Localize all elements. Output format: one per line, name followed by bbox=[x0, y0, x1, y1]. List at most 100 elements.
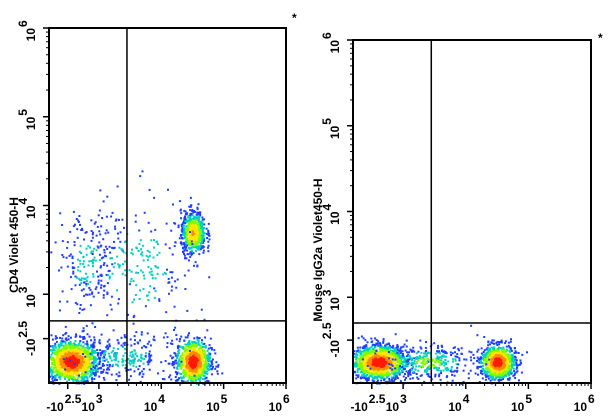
data-point bbox=[132, 361, 135, 364]
data-point bbox=[189, 237, 192, 240]
data-point bbox=[62, 344, 65, 347]
data-point bbox=[50, 334, 53, 337]
data-point bbox=[99, 360, 102, 363]
data-point bbox=[108, 275, 111, 278]
data-point bbox=[64, 325, 67, 328]
data-point bbox=[90, 350, 93, 353]
data-point bbox=[82, 288, 85, 291]
data-point bbox=[379, 360, 382, 363]
data-point bbox=[366, 352, 369, 355]
data-point bbox=[65, 361, 68, 363]
data-point bbox=[86, 357, 89, 360]
data-point bbox=[386, 352, 388, 355]
data-point bbox=[77, 219, 80, 222]
data-point bbox=[388, 379, 391, 382]
data-point bbox=[498, 380, 501, 383]
data-point bbox=[93, 372, 95, 375]
data-point bbox=[81, 354, 84, 357]
data-point bbox=[103, 262, 106, 265]
data-point bbox=[75, 369, 78, 372]
data-point bbox=[76, 367, 79, 370]
data-point bbox=[60, 353, 63, 356]
data-point bbox=[198, 368, 201, 371]
data-point bbox=[193, 343, 196, 346]
data-point bbox=[154, 277, 157, 280]
data-point bbox=[193, 217, 196, 220]
data-point bbox=[384, 364, 387, 367]
data-point bbox=[197, 337, 199, 340]
data-point bbox=[187, 242, 190, 245]
data-point bbox=[79, 335, 82, 338]
data-point bbox=[392, 367, 395, 370]
data-point bbox=[143, 277, 146, 280]
data-point bbox=[89, 358, 92, 361]
data-point bbox=[141, 251, 144, 254]
data-point bbox=[89, 355, 92, 357]
data-point bbox=[69, 373, 72, 376]
data-point bbox=[208, 344, 211, 347]
data-point bbox=[512, 363, 515, 366]
data-point bbox=[170, 229, 173, 232]
data-point bbox=[362, 337, 365, 340]
data-point bbox=[98, 341, 101, 344]
data-point bbox=[56, 379, 58, 381]
data-point bbox=[88, 287, 91, 289]
data-point bbox=[144, 352, 147, 355]
data-point bbox=[202, 232, 205, 235]
data-point bbox=[73, 360, 76, 362]
data-point bbox=[202, 230, 205, 233]
data-point bbox=[123, 344, 126, 347]
data-point bbox=[66, 347, 69, 349]
data-point bbox=[129, 368, 132, 371]
data-point bbox=[82, 345, 85, 348]
data-point bbox=[401, 357, 404, 360]
data-point bbox=[86, 354, 89, 357]
data-point bbox=[375, 354, 378, 357]
data-point bbox=[110, 215, 113, 218]
data-point bbox=[366, 361, 369, 364]
data-point bbox=[180, 357, 183, 360]
data-point bbox=[398, 369, 401, 372]
data-point bbox=[98, 241, 101, 244]
data-point bbox=[201, 222, 203, 225]
data-point bbox=[142, 274, 145, 277]
data-point bbox=[182, 380, 185, 383]
data-point bbox=[178, 348, 181, 351]
data-point bbox=[192, 211, 195, 214]
data-point bbox=[61, 364, 64, 367]
data-point bbox=[366, 341, 369, 344]
data-point bbox=[382, 352, 385, 355]
data-point bbox=[124, 260, 126, 263]
data-point bbox=[357, 374, 360, 377]
data-point bbox=[93, 361, 96, 364]
data-point bbox=[203, 218, 205, 221]
data-point bbox=[180, 366, 183, 369]
data-point bbox=[71, 344, 74, 347]
data-point bbox=[204, 380, 207, 383]
data-point bbox=[194, 342, 197, 345]
data-point bbox=[121, 249, 124, 252]
data-point bbox=[356, 354, 359, 357]
data-point bbox=[181, 227, 184, 230]
data-point bbox=[97, 353, 99, 356]
data-point bbox=[171, 357, 173, 360]
data-point bbox=[130, 270, 133, 273]
data-point bbox=[198, 248, 200, 250]
data-point bbox=[361, 356, 364, 359]
data-point bbox=[199, 242, 202, 245]
data-point bbox=[195, 357, 197, 360]
data-point bbox=[189, 367, 192, 370]
data-point bbox=[74, 358, 77, 361]
data-point bbox=[102, 200, 105, 203]
data-point bbox=[68, 361, 71, 364]
data-point bbox=[354, 371, 357, 374]
data-point bbox=[190, 372, 193, 374]
data-point bbox=[189, 216, 192, 219]
data-point bbox=[206, 237, 209, 239]
data-point bbox=[80, 345, 83, 348]
data-point bbox=[106, 248, 109, 250]
data-point bbox=[386, 368, 389, 371]
data-point bbox=[73, 266, 76, 269]
data-point bbox=[170, 289, 173, 292]
data-point bbox=[93, 336, 96, 339]
